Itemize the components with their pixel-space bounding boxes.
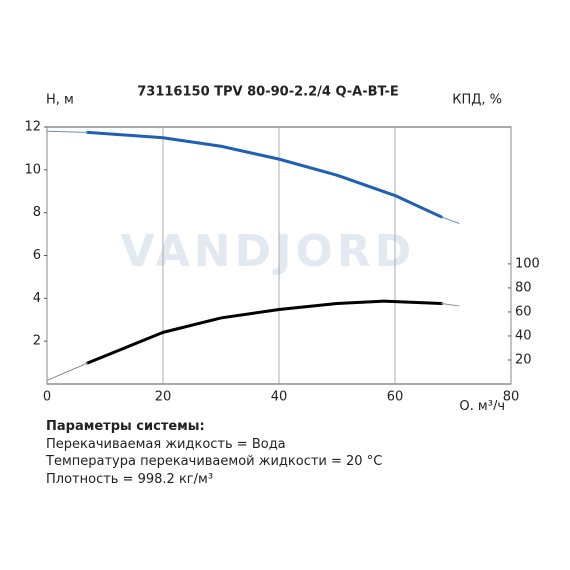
notes: Параметры системы: Перекачиваемая жидкос… <box>46 418 382 488</box>
curve <box>86 130 443 219</box>
curve <box>86 299 443 365</box>
x-tick-label: 60 <box>387 390 404 405</box>
curve <box>46 130 460 224</box>
y-tick-label: 4 <box>33 291 41 306</box>
y2-tick-label: 60 <box>515 304 532 319</box>
curve <box>46 303 460 381</box>
x-tick-label: 20 <box>155 390 172 405</box>
notes-heading: Параметры системы: <box>46 419 205 434</box>
note: Температура перекачиваемой жидкости = 20… <box>46 454 383 469</box>
y2-tick-label: 40 <box>515 328 532 343</box>
watermark: VANDJORD <box>121 226 416 277</box>
y-tick-label: 6 <box>33 248 41 263</box>
y2-tick-label: 100 <box>515 256 540 271</box>
chart-title: 73116150 TPV 80-90-2.2/4 Q-A-BT-E <box>137 85 398 100</box>
chart: 73116150 TPV 80-90-2.2/4 Q-A-BT-E H, м К… <box>24 85 540 411</box>
y2-axis-label: КПД, % <box>452 93 502 108</box>
x-tick-label: 80 <box>503 390 520 405</box>
x-tick-label: 0 <box>43 390 51 405</box>
y-tick-label: 8 <box>33 205 41 220</box>
y-tick-label: 2 <box>33 334 41 349</box>
y-tick-label: 10 <box>24 162 41 177</box>
y-tick-label: 12 <box>24 120 41 135</box>
y-axis-label: H, м <box>46 93 74 108</box>
y2-tick-label: 20 <box>515 352 532 367</box>
x-axis-label: Q, м³/ч <box>459 399 505 410</box>
note: Перекачиваемая жидкость = Вода <box>46 436 286 452</box>
x-tick-label: 40 <box>271 390 288 405</box>
y2-tick-label: 80 <box>515 280 532 295</box>
note: Плотность = 998.2 кг/м³ <box>46 471 214 487</box>
